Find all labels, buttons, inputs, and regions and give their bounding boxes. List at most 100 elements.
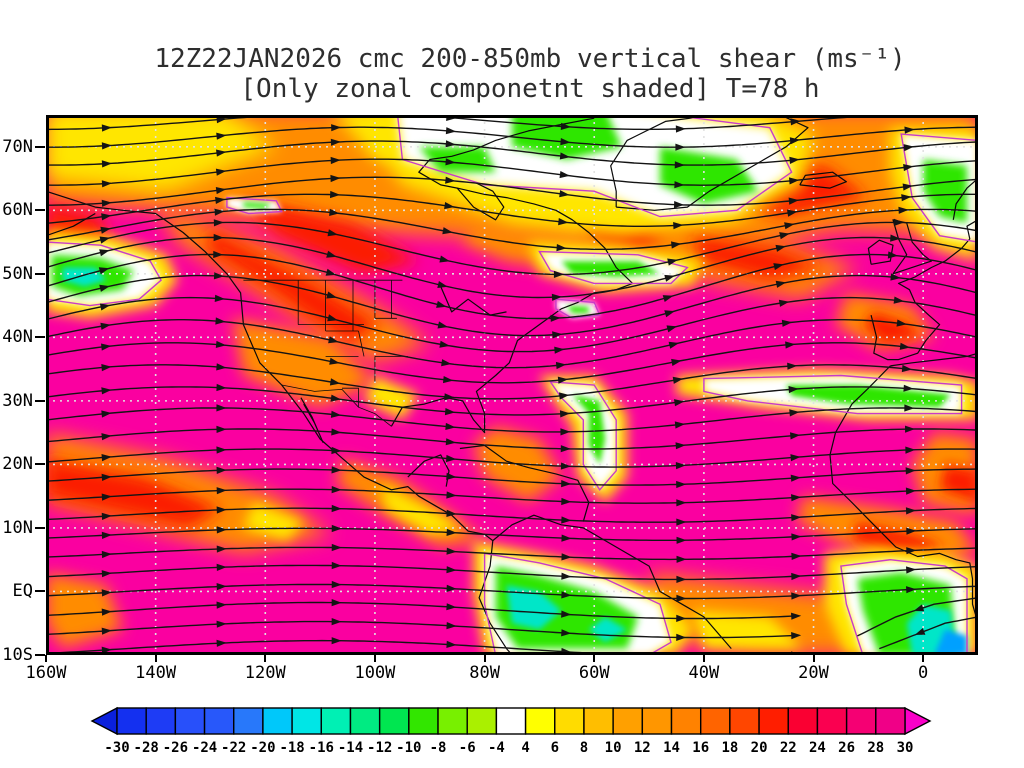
streamline-arrowhead xyxy=(560,138,571,146)
colorbar-tick-label: -24 xyxy=(192,740,217,756)
map-border xyxy=(46,115,978,655)
colorbar-tick-label: 26 xyxy=(838,740,855,756)
colorbar-tick-label: -6 xyxy=(459,740,476,756)
streamline-arrowhead xyxy=(216,404,227,412)
streamline xyxy=(46,468,977,486)
streamline xyxy=(46,236,977,299)
streamline-arrowhead xyxy=(561,572,572,580)
colorbar-cell xyxy=(495,707,527,735)
streamline-arrowhead xyxy=(674,161,685,169)
streamline-arrowhead xyxy=(790,432,801,440)
streamline-arrowhead xyxy=(99,249,110,257)
streamline-arrowhead xyxy=(560,428,571,436)
lon-tick xyxy=(45,655,47,662)
streamline-arrowhead xyxy=(101,550,112,559)
streamline-arrowhead xyxy=(664,274,675,282)
lon-tick-label: 140W xyxy=(135,663,177,683)
shade-region-green xyxy=(566,305,589,314)
streamline xyxy=(46,507,977,523)
streamline-arrowhead xyxy=(906,586,917,594)
colorbar-tick-label: 12 xyxy=(634,740,651,756)
streamline-arrowhead xyxy=(215,317,226,325)
streamline-arrowhead xyxy=(662,295,674,302)
streamline-arrowhead xyxy=(775,244,786,252)
streamline xyxy=(46,583,977,600)
streamline-arrowhead xyxy=(446,528,457,536)
streamline-arrowhead xyxy=(101,570,112,578)
streamline-arrowhead xyxy=(101,160,112,168)
colorbar-cell xyxy=(408,707,439,735)
streamline-arrowhead xyxy=(216,563,227,571)
streamline-arrowhead xyxy=(216,425,227,433)
streamline-arrowhead xyxy=(216,446,227,454)
lon-tick-label: 40W xyxy=(688,663,720,683)
lat-tick-label: 30N xyxy=(2,390,33,411)
streamline-arrowhead xyxy=(561,553,572,561)
streamline-arrowhead xyxy=(913,604,925,612)
streamline xyxy=(46,364,977,400)
colorbar-cell xyxy=(378,707,410,735)
streamline-arrowhead xyxy=(789,177,800,185)
lat-tick-label: 50N xyxy=(2,263,33,284)
streamline xyxy=(46,208,977,250)
streamline-arrowhead xyxy=(331,446,342,455)
streamline-arrowhead xyxy=(215,168,227,176)
streamline xyxy=(46,193,976,227)
streamline-arrowhead xyxy=(558,218,569,226)
streamline-arrowhead xyxy=(101,410,112,418)
streamline-arrowhead xyxy=(325,268,337,276)
streamline-arrowhead xyxy=(446,472,457,480)
streamline xyxy=(46,546,977,561)
lat-tick xyxy=(35,272,45,275)
colorbar-cell xyxy=(203,707,235,735)
colorbar-tick-label: -16 xyxy=(309,740,334,756)
streamline-arrowhead xyxy=(905,487,916,495)
streamline-arrowhead xyxy=(436,300,447,308)
streamline-arrowhead xyxy=(903,384,914,392)
streamline-arrowhead xyxy=(773,263,784,271)
streamline-arrowhead xyxy=(444,202,455,210)
streamline-arrowhead xyxy=(666,325,678,333)
streamline xyxy=(46,564,977,581)
colorbar-cell xyxy=(233,707,264,735)
streamline-arrowhead xyxy=(905,446,916,454)
streamline-arrowhead xyxy=(329,378,341,386)
map-layers xyxy=(46,115,978,655)
streamline-arrowhead xyxy=(329,208,340,216)
streamline-arrowhead xyxy=(446,566,457,574)
streamline-arrowhead xyxy=(668,341,680,349)
streamline xyxy=(46,115,899,131)
shade-region-cyan xyxy=(506,585,562,630)
streamline-arrowhead xyxy=(101,608,112,616)
streamline-arrowhead xyxy=(791,572,802,581)
colorbar-cell xyxy=(700,707,731,735)
lat-tick xyxy=(35,145,45,148)
lon-tick xyxy=(373,655,376,662)
colorbar-cell xyxy=(145,707,177,735)
colorbar-tick-label: 20 xyxy=(751,740,768,756)
streamline-arrowhead xyxy=(213,219,224,227)
streamline-arrowhead xyxy=(98,267,110,275)
streamline-arrowhead xyxy=(903,144,914,152)
lon-tick-label: 160W xyxy=(25,663,67,683)
shade-region-green xyxy=(418,146,496,173)
colorbar-cell xyxy=(291,707,322,735)
lat-tick xyxy=(35,654,45,656)
streamline-arrowhead xyxy=(326,291,337,299)
colorbar-cell xyxy=(174,707,206,735)
streamline-arrowhead xyxy=(789,156,800,164)
streamline-arrowhead xyxy=(905,467,916,475)
streamline xyxy=(46,448,977,468)
streamline-arrowhead xyxy=(330,138,341,146)
colorbar-cell xyxy=(583,707,614,735)
streamline-arrowhead xyxy=(791,612,802,620)
streamline-arrowhead xyxy=(791,494,802,502)
streamline-arrowhead xyxy=(554,346,565,354)
streamline-arrowhead xyxy=(676,536,687,544)
streamline-arrowhead xyxy=(676,518,687,526)
colorbar-tick-label: -22 xyxy=(221,740,246,756)
lon-tick xyxy=(154,655,157,662)
streamline-arrowhead xyxy=(330,394,341,402)
streamline-arrowhead xyxy=(791,632,802,640)
streamline xyxy=(46,274,977,337)
